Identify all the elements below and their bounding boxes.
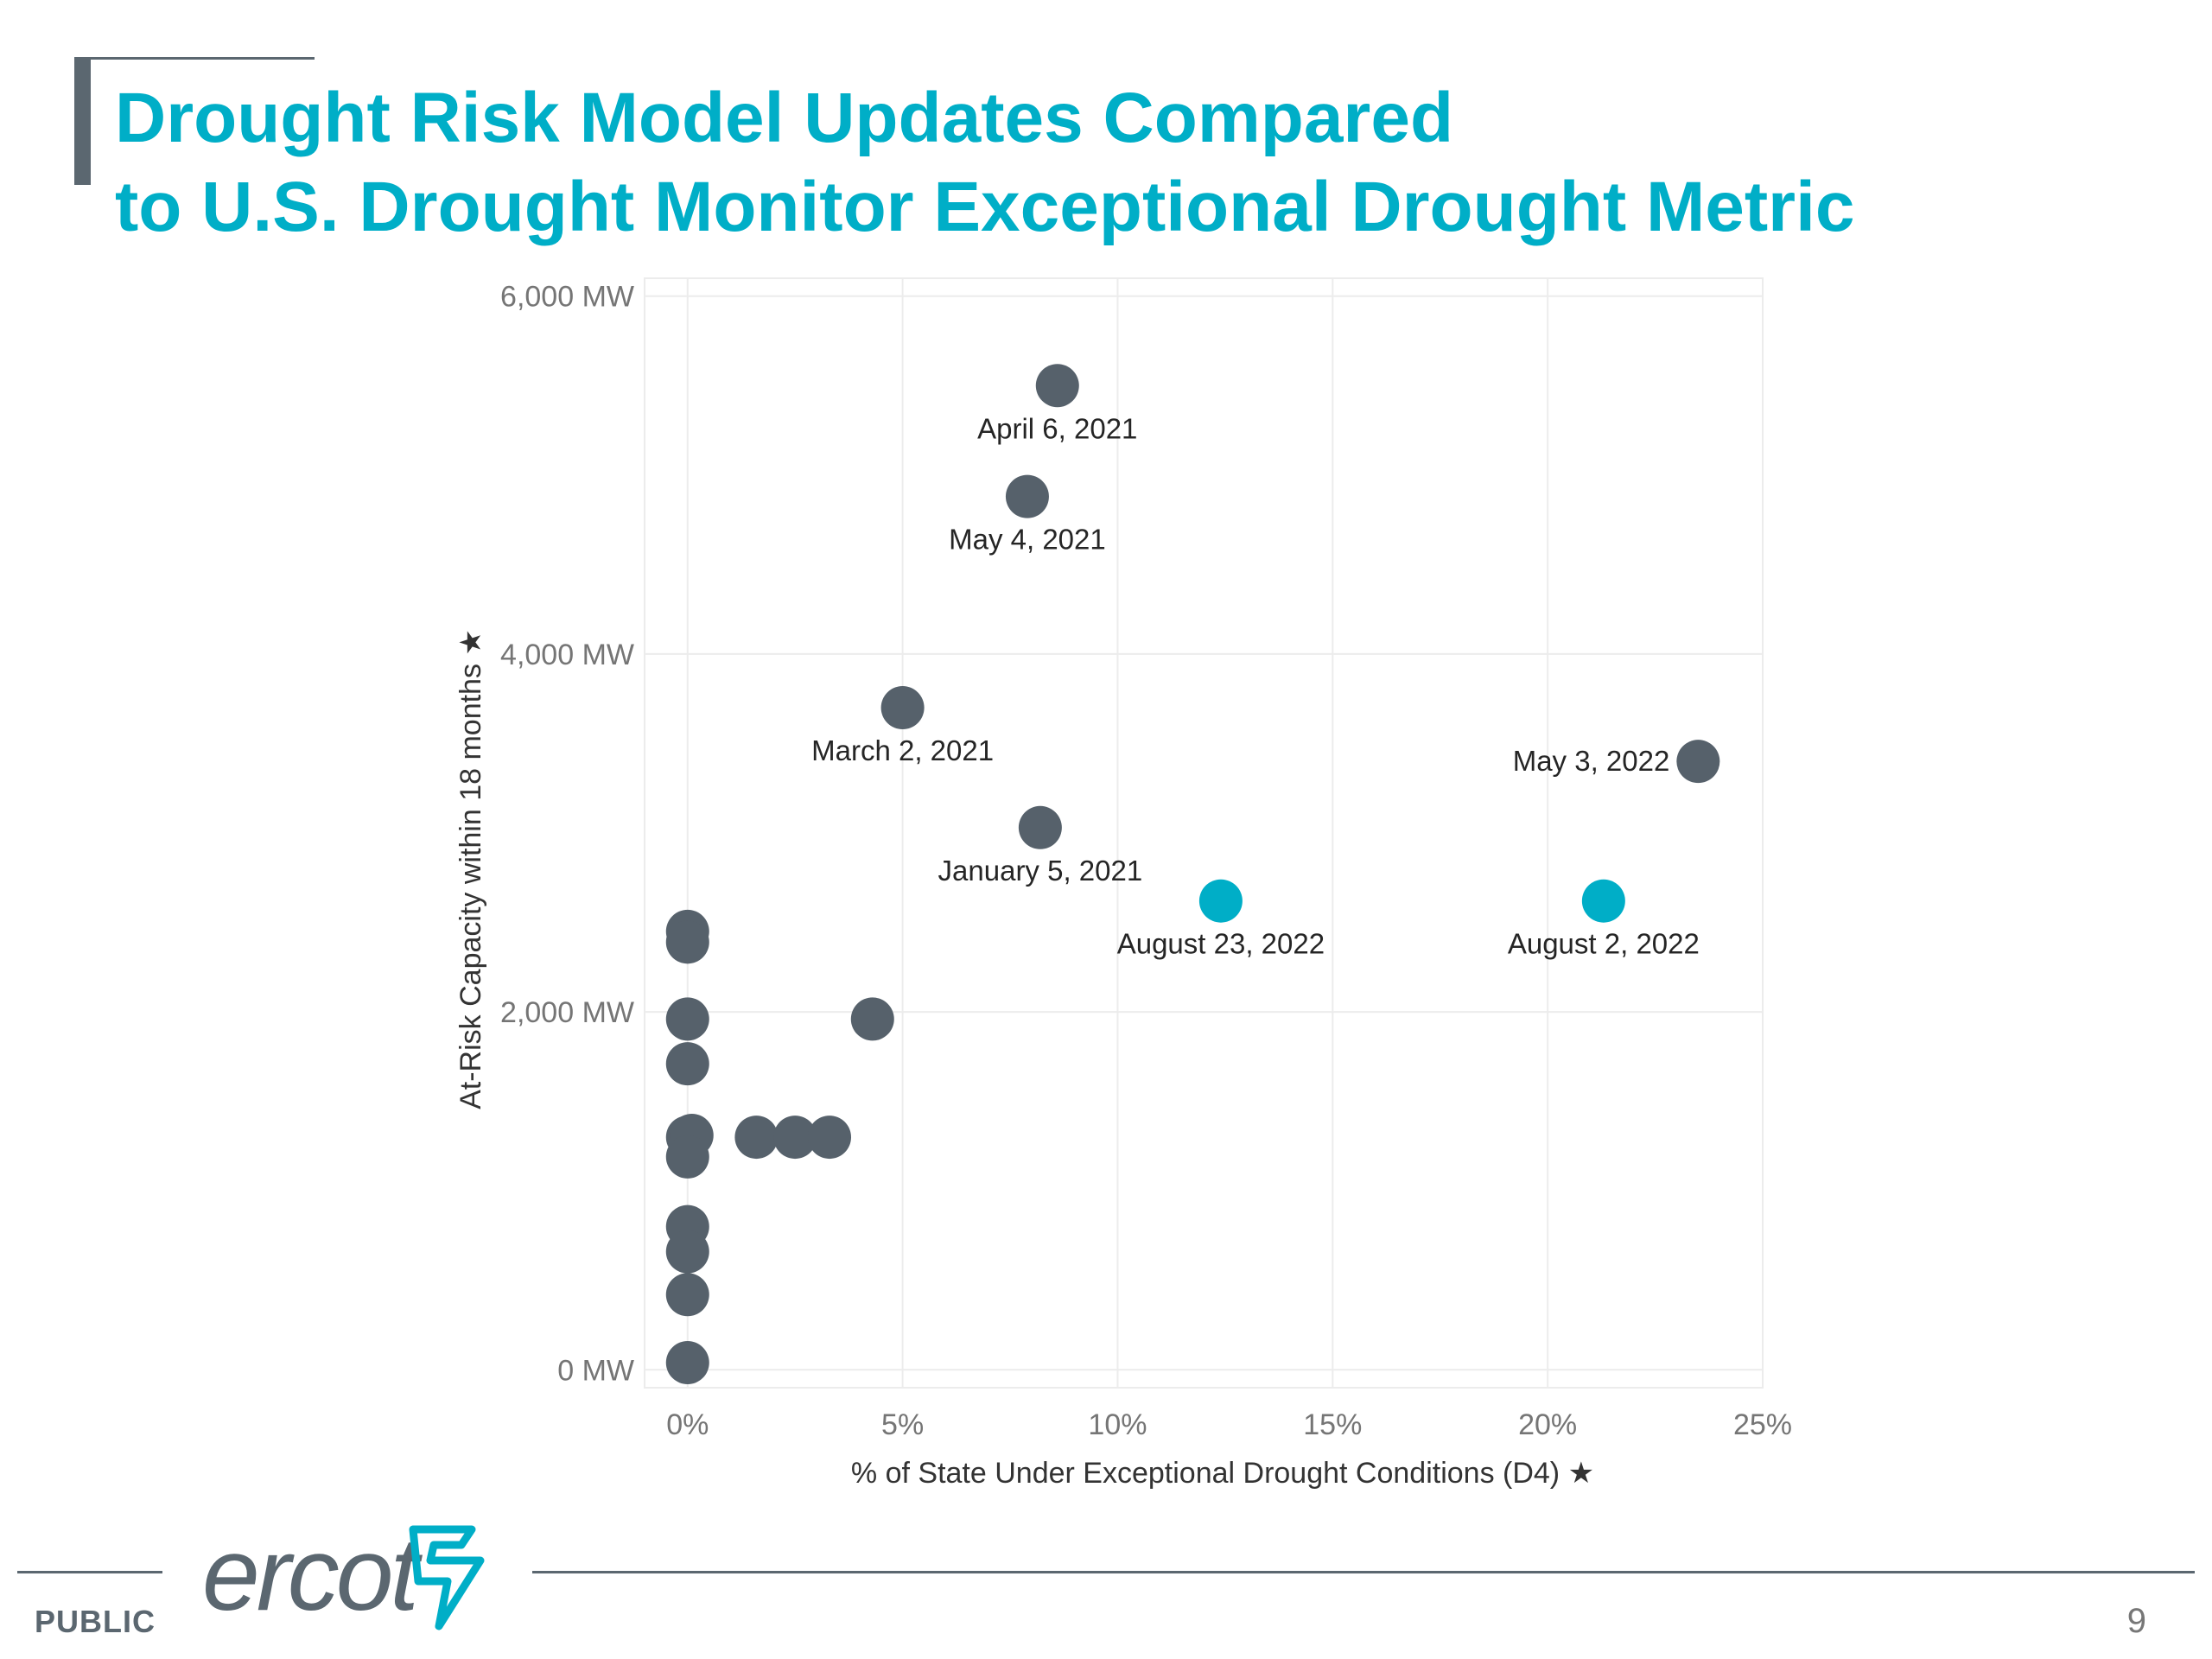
data-label: March 2, 2021: [811, 734, 994, 766]
data-point: [808, 1116, 852, 1160]
data-label: May 4, 2021: [949, 524, 1106, 556]
classification-label: PUBLIC: [35, 1604, 156, 1639]
data-point: [773, 1116, 817, 1160]
page-number: 9: [2126, 1602, 2146, 1640]
data-point-january-5-2021: [1018, 805, 1062, 849]
slide-title-line-1: Drought Risk Model Updates Compared: [115, 79, 1454, 157]
data-label: May 3, 2022: [1513, 745, 1670, 777]
logo-wordmark: ercot: [202, 1516, 419, 1632]
chart-tick-labels: 0% 5% 10% 15% 20% 25% 0 MW 2,000 MW 4,000 MW 6,00…: [500, 281, 1792, 1441]
chart-gridlines: [644, 277, 1764, 1389]
x-tick-label: 5%: [881, 1408, 924, 1441]
data-point: [665, 1135, 709, 1179]
data-point: [665, 1230, 709, 1274]
data-point: [665, 1042, 709, 1086]
data-point: [665, 997, 709, 1041]
data-label: January 5, 2021: [938, 855, 1143, 887]
x-tick-label: 10%: [1088, 1408, 1147, 1441]
title-accent-bar-side: [74, 57, 91, 185]
chart-data-points: [665, 364, 1720, 1385]
data-point-august-2-2022: [1581, 879, 1625, 923]
x-tick-label: 20%: [1518, 1408, 1577, 1441]
data-point-march-2-2021: [880, 686, 925, 730]
x-tick-label: 25%: [1733, 1408, 1792, 1441]
data-point-april-6-2021: [1035, 364, 1079, 408]
y-tick-label: 2,000 MW: [500, 996, 634, 1029]
data-point-may-3-2022: [1676, 740, 1720, 784]
data-label: August 23, 2022: [1117, 928, 1325, 960]
data-label: April 6, 2021: [977, 412, 1137, 444]
data-point: [665, 920, 709, 964]
data-point: [665, 1273, 709, 1317]
data-label: August 2, 2022: [1508, 928, 1700, 960]
footer-rule-left: [17, 1571, 162, 1573]
data-point: [734, 1116, 779, 1160]
data-point-august-23-2022: [1198, 879, 1243, 923]
y-axis-title: At-Risk Capacity within 18 months ★: [454, 629, 487, 1109]
chart-data-labels: April 6, 2021 May 4, 2021 March 2, 2021 Jan…: [811, 412, 1700, 959]
lightning-bolt-icon: [409, 1525, 485, 1630]
y-tick-label: 6,000 MW: [500, 281, 634, 314]
x-tick-label: 15%: [1303, 1408, 1362, 1441]
x-axis-title: % of State Under Exceptional Drought Con…: [851, 1457, 1594, 1490]
plot-border: [644, 277, 1764, 1389]
footer-rule-right: [532, 1571, 2195, 1573]
data-point-may-4-2021: [1005, 474, 1049, 518]
data-point: [850, 997, 894, 1041]
y-tick-label: 4,000 MW: [500, 639, 634, 671]
y-tick-label: 0 MW: [557, 1354, 634, 1387]
title-accent-bar-top: [74, 57, 315, 60]
slide-title-line-2: to U.S. Drought Monitor Exceptional Drou…: [115, 168, 1855, 246]
data-point: [665, 1341, 709, 1385]
x-tick-label: 0%: [666, 1408, 709, 1441]
